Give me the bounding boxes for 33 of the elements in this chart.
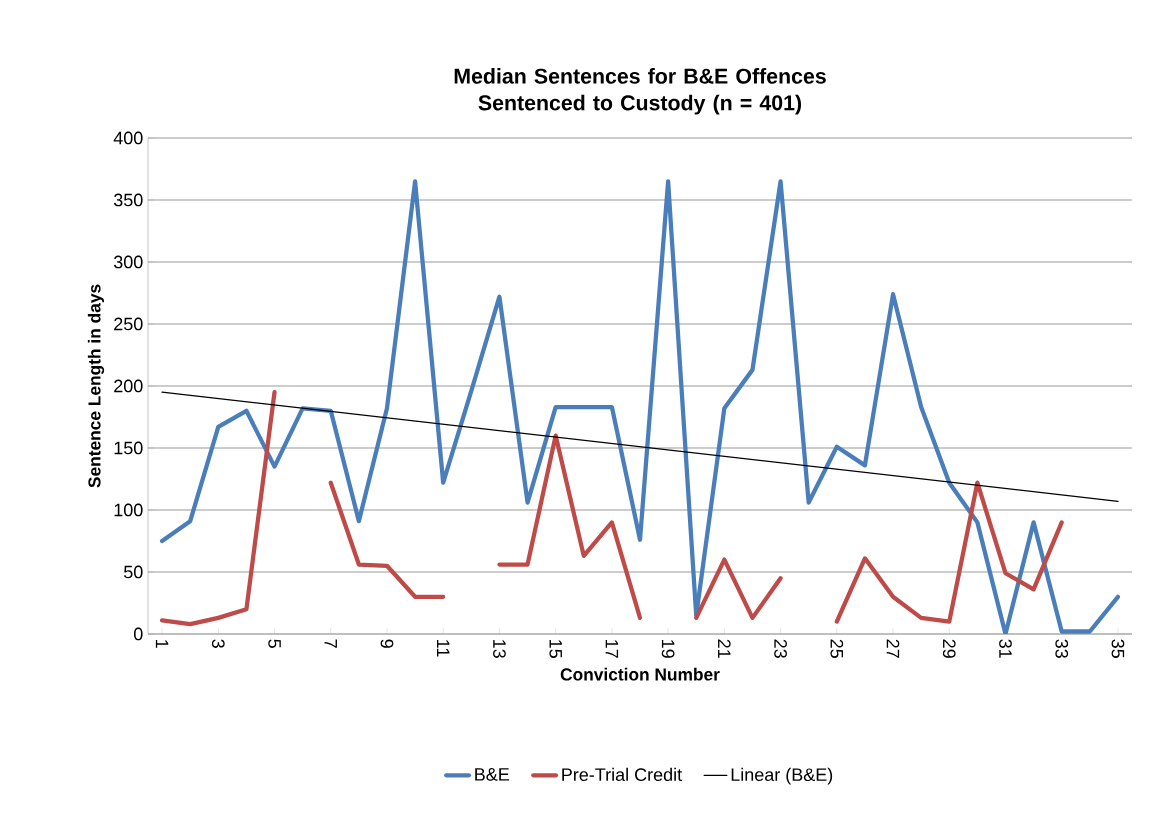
x-tick-label: 21 (718, 639, 731, 658)
x-tick-label: 27 (886, 639, 900, 658)
x-tick-label: 19 (661, 640, 675, 658)
y-axis-title: Sentence Length in days (87, 284, 105, 488)
x-tick-label: 9 (380, 639, 394, 648)
x-tick-label: 23 (774, 639, 787, 658)
y-tick-label: 400 (113, 131, 143, 145)
x-tick-label: 35 (1111, 639, 1125, 658)
legend-label: B&E (475, 768, 509, 781)
y-tick-label: 100 (114, 503, 143, 517)
y-tick-label: 200 (114, 379, 143, 393)
x-tick-label: 31 (999, 639, 1012, 658)
y-tick-label: 150 (114, 441, 143, 455)
legend-label: Linear (B&E) (731, 767, 833, 785)
x-axis-title: Conviction Number (560, 667, 720, 681)
y-tick-label: 300 (113, 255, 143, 269)
x-tick-label: 29 (942, 639, 956, 658)
y-tick-label: 0 (133, 627, 143, 641)
y-tick-label: 50 (123, 565, 143, 579)
x-tick-label: 25 (830, 639, 844, 658)
y-tick-label: 350 (113, 193, 143, 207)
x-tick-label: 33 (1055, 639, 1069, 658)
x-tick-label: 1 (155, 640, 169, 648)
x-tick-label: 3 (211, 639, 225, 648)
chart-title: Median Sentences for B&E Offences Sentenced to Custody (n = 401) (454, 68, 826, 115)
x-tick-label: 17 (605, 640, 619, 658)
y-tick-label: 250 (114, 317, 143, 331)
x-tick-label: 15 (549, 640, 562, 658)
x-tick-label: 13 (493, 640, 506, 658)
x-tick-label: 11 (437, 640, 450, 657)
x-tick-label: 7 (324, 639, 337, 648)
x-tick-label: 5 (268, 639, 281, 648)
legend-label: Pre-Trial Credit (562, 767, 682, 782)
